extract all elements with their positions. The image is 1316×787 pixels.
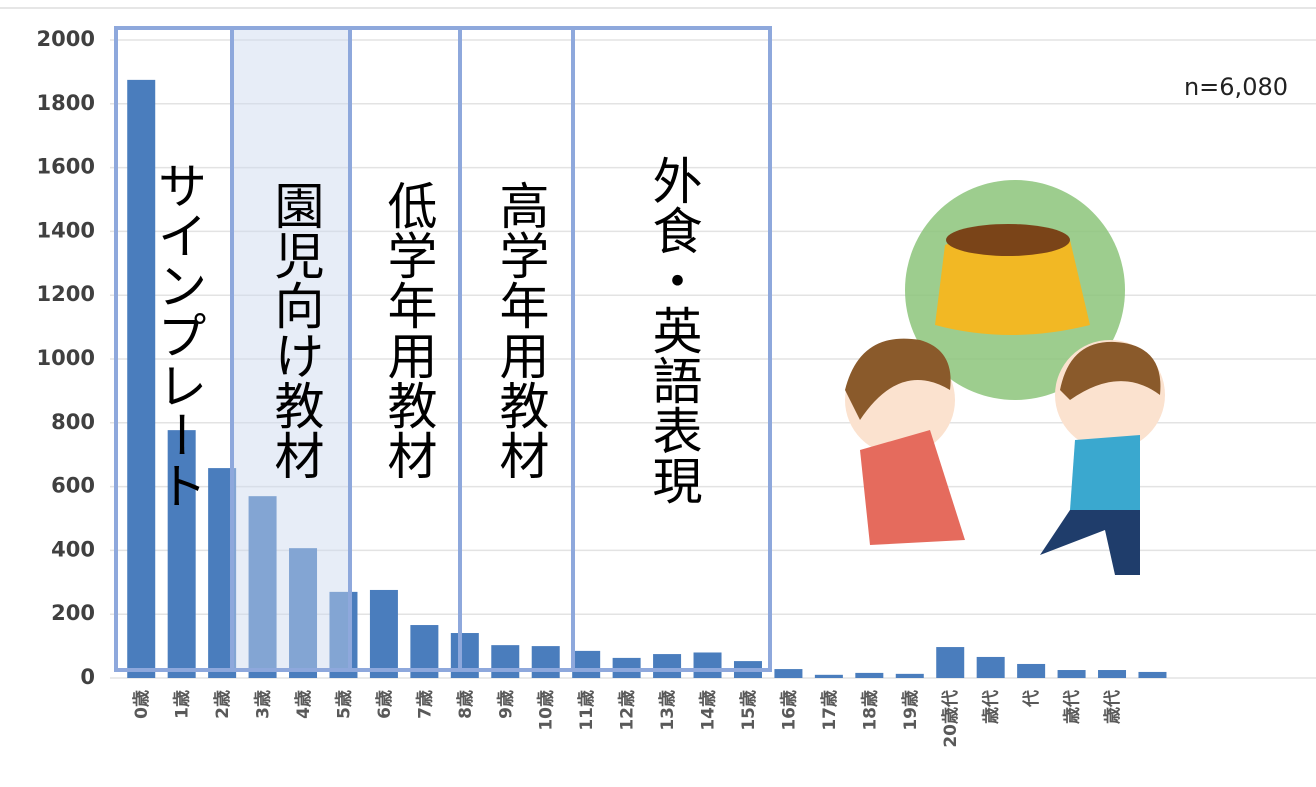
y-tick-label: 0 <box>80 665 95 689</box>
group-label: サインプレート <box>150 160 208 510</box>
x-tick-label: 9歳 <box>495 690 516 719</box>
bar <box>936 647 965 678</box>
y-tick-label: 200 <box>51 601 95 625</box>
group-label: 高学年用教材 <box>492 180 550 480</box>
y-tick-label: 2000 <box>37 27 95 51</box>
bar <box>167 430 196 678</box>
bar <box>1057 670 1086 678</box>
bar <box>774 669 803 678</box>
y-tick-label: 1200 <box>37 282 95 306</box>
y-tick-label: 1800 <box>37 91 95 115</box>
y-tick-label: 1000 <box>37 346 95 370</box>
y-tick-label: 400 <box>51 537 95 561</box>
bar <box>895 673 924 678</box>
x-tick-label: 3歳 <box>253 690 274 719</box>
illustration <box>845 180 1165 575</box>
y-tick-label: 1400 <box>37 218 95 242</box>
bar <box>1017 663 1046 678</box>
bar <box>693 652 722 678</box>
bar <box>612 657 641 678</box>
highlight-box <box>232 28 350 670</box>
x-tick-label: 2歳 <box>212 690 233 719</box>
bar <box>369 589 398 678</box>
group-label: 園児向け教材 <box>267 180 325 480</box>
x-tick-label: 13歳 <box>657 690 678 731</box>
x-tick-label: 16歳 <box>778 690 799 731</box>
group-boxes <box>114 26 772 672</box>
bar <box>1138 671 1167 678</box>
x-tick-label: 19歳 <box>900 690 921 731</box>
x-tick-label: 20歳代 <box>940 690 961 748</box>
x-tick-label: 17歳 <box>819 690 840 731</box>
bar <box>976 656 1005 678</box>
bar <box>855 672 884 678</box>
x-tick-label: 1歳 <box>172 690 193 719</box>
bar <box>491 645 520 678</box>
x-tick-label: 8歳 <box>455 690 476 719</box>
x-tick-label: 代 <box>1021 690 1042 708</box>
bar <box>248 496 277 678</box>
x-tick-label: 15歳 <box>738 690 759 731</box>
bar <box>531 646 560 678</box>
x-tick-label: 7歳 <box>414 690 435 719</box>
bar <box>653 654 682 678</box>
bar <box>572 650 601 678</box>
x-tick-label: 5歳 <box>333 690 354 719</box>
bar <box>329 591 358 678</box>
group-box <box>571 26 772 672</box>
bar <box>289 548 318 678</box>
group-label: 低学年用教材 <box>380 180 438 480</box>
x-tick-label: 6歳 <box>374 690 395 719</box>
x-tick-label: 10歳 <box>536 690 557 731</box>
x-tick-label: 4歳 <box>293 690 314 719</box>
x-tick-label: 歳代 <box>981 690 1002 724</box>
bar <box>127 79 156 678</box>
y-tick-label: 600 <box>51 474 95 498</box>
y-tick-label: 1600 <box>37 155 95 179</box>
bar <box>814 674 843 678</box>
y-tick-label: 800 <box>51 410 95 434</box>
x-tick-label: 0歳 <box>131 690 152 719</box>
x-tick-label: 歳代 <box>1102 690 1123 724</box>
x-tick-label: 18歳 <box>859 690 880 731</box>
x-tick-label: 12歳 <box>617 690 638 731</box>
group-label: 外食・英語表現 <box>645 155 703 505</box>
plot: 0 200 400 600 800 1000 1200 1400 1600 1800 2000 0歳 1… <box>37 27 1316 748</box>
sample-size: n=6,080 <box>1184 73 1288 101</box>
x-tick-label: 11歳 <box>576 690 597 731</box>
x-tick-label: 歳代 <box>1062 690 1083 724</box>
bar <box>1098 670 1127 678</box>
x-tick-label: 14歳 <box>698 690 719 731</box>
